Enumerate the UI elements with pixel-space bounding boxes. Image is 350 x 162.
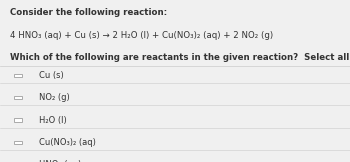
Text: Cu(NO₃)₂ (aq): Cu(NO₃)₂ (aq) (38, 138, 95, 147)
Text: 4 HNO₃ (aq) + Cu (s) → 2 H₂O (l) + Cu(NO₃)₂ (aq) + 2 NO₂ (g): 4 HNO₃ (aq) + Cu (s) → 2 H₂O (l) + Cu(NO… (10, 31, 274, 40)
FancyBboxPatch shape (14, 96, 22, 99)
Text: NO₂ (g): NO₂ (g) (38, 93, 69, 102)
FancyBboxPatch shape (14, 118, 22, 122)
Text: Consider the following reaction:: Consider the following reaction: (10, 8, 168, 17)
FancyBboxPatch shape (14, 74, 22, 77)
Text: HNO₃ (aq): HNO₃ (aq) (38, 160, 81, 162)
Text: Which of the following are reactants in the given reaction?  Select all that app: Which of the following are reactants in … (10, 53, 350, 63)
Text: H₂O (l): H₂O (l) (38, 116, 66, 125)
FancyBboxPatch shape (14, 141, 22, 144)
Text: Cu (s): Cu (s) (38, 71, 63, 80)
